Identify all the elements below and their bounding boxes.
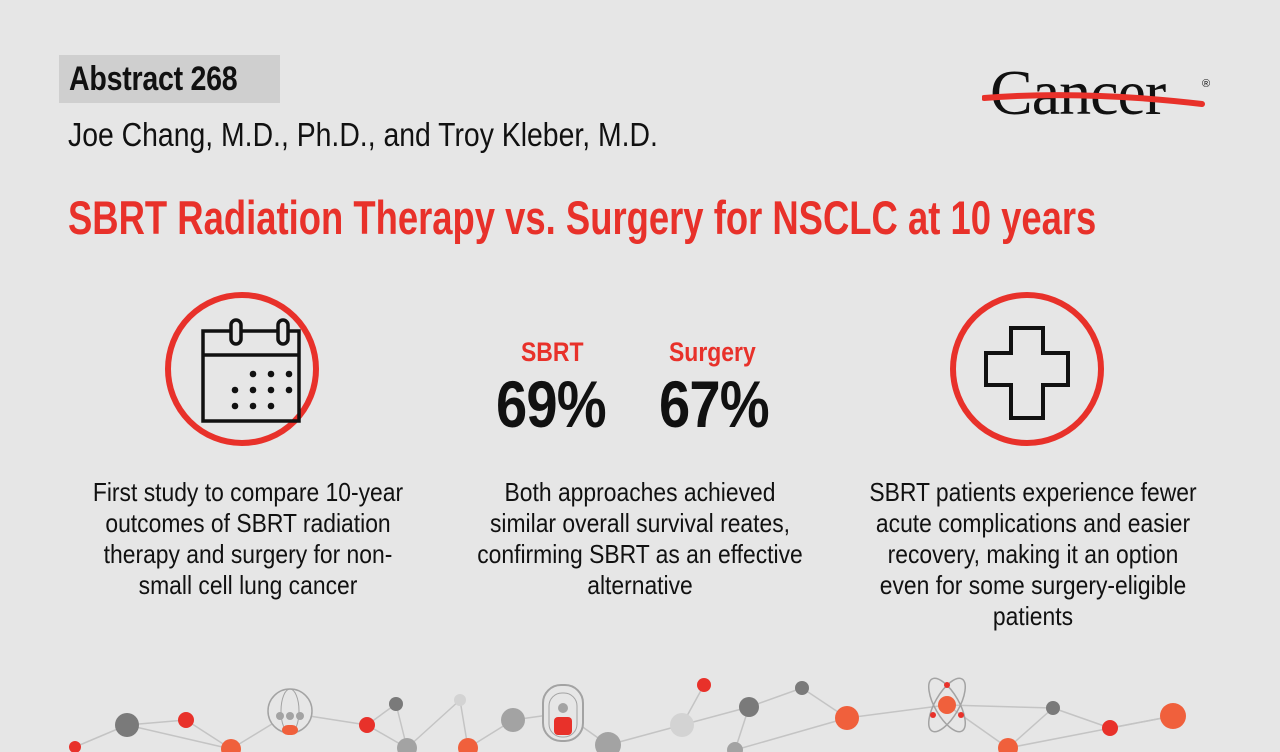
network-decoration <box>69 677 1186 752</box>
network-edge <box>1007 715 1174 749</box>
network-node <box>595 732 621 752</box>
network-node <box>397 738 417 752</box>
logo-strike-icon <box>982 92 1205 107</box>
logo-registered-mark: ® <box>1202 78 1211 90</box>
recovery-description: SBRT patients experience fewer acute com… <box>869 477 1197 631</box>
calendar-circle <box>165 292 319 446</box>
network-node <box>221 739 241 752</box>
network-node <box>670 713 694 737</box>
network-edge <box>946 704 1054 709</box>
network-node <box>739 697 759 717</box>
network-node <box>795 681 809 695</box>
network-node <box>998 738 1018 752</box>
network-node <box>178 712 194 728</box>
study-description: First study to compare 10-year outcomes … <box>92 477 404 600</box>
abstract-badge: Abstract 268 <box>59 55 280 103</box>
atom-icon <box>928 677 966 733</box>
network-edge <box>734 717 848 751</box>
abstract-number: Abstract 268 <box>69 60 238 98</box>
medical-cross-icon <box>984 326 1070 420</box>
network-edge <box>846 704 948 719</box>
network-node <box>454 694 466 706</box>
sbrt-value: 69% <box>496 367 607 441</box>
network-node <box>835 706 859 730</box>
network-node <box>1046 701 1060 715</box>
network-node <box>458 738 478 752</box>
network-node <box>727 742 743 752</box>
surgery-label: Surgery <box>669 337 756 367</box>
network-edge <box>1007 707 1054 749</box>
network-edge <box>126 724 232 750</box>
network-edge <box>406 699 461 749</box>
survival-description: Both approaches achieved similar overall… <box>477 477 803 600</box>
network-node <box>115 713 139 737</box>
calendar-icon <box>201 318 301 423</box>
globe-people-icon <box>267 688 313 735</box>
cross-circle <box>950 292 1104 446</box>
sbrt-label: SBRT <box>521 337 584 367</box>
network-edge <box>946 704 1009 749</box>
network-node <box>359 717 375 733</box>
network-node <box>389 697 403 711</box>
network-node <box>69 741 81 752</box>
surgery-value: 67% <box>659 367 770 441</box>
authors: Joe Chang, M.D., Ph.D., and Troy Kleber,… <box>68 116 658 153</box>
network-node <box>1160 703 1186 729</box>
mri-scanner-icon <box>542 684 584 742</box>
network-node <box>501 708 525 732</box>
network-node <box>1102 720 1118 736</box>
cancer-logo: Cancer ® <box>982 57 1220 130</box>
network-edge <box>1052 707 1111 729</box>
network-node <box>697 678 711 692</box>
page-title: SBRT Radiation Therapy vs. Surgery for N… <box>68 191 1097 244</box>
